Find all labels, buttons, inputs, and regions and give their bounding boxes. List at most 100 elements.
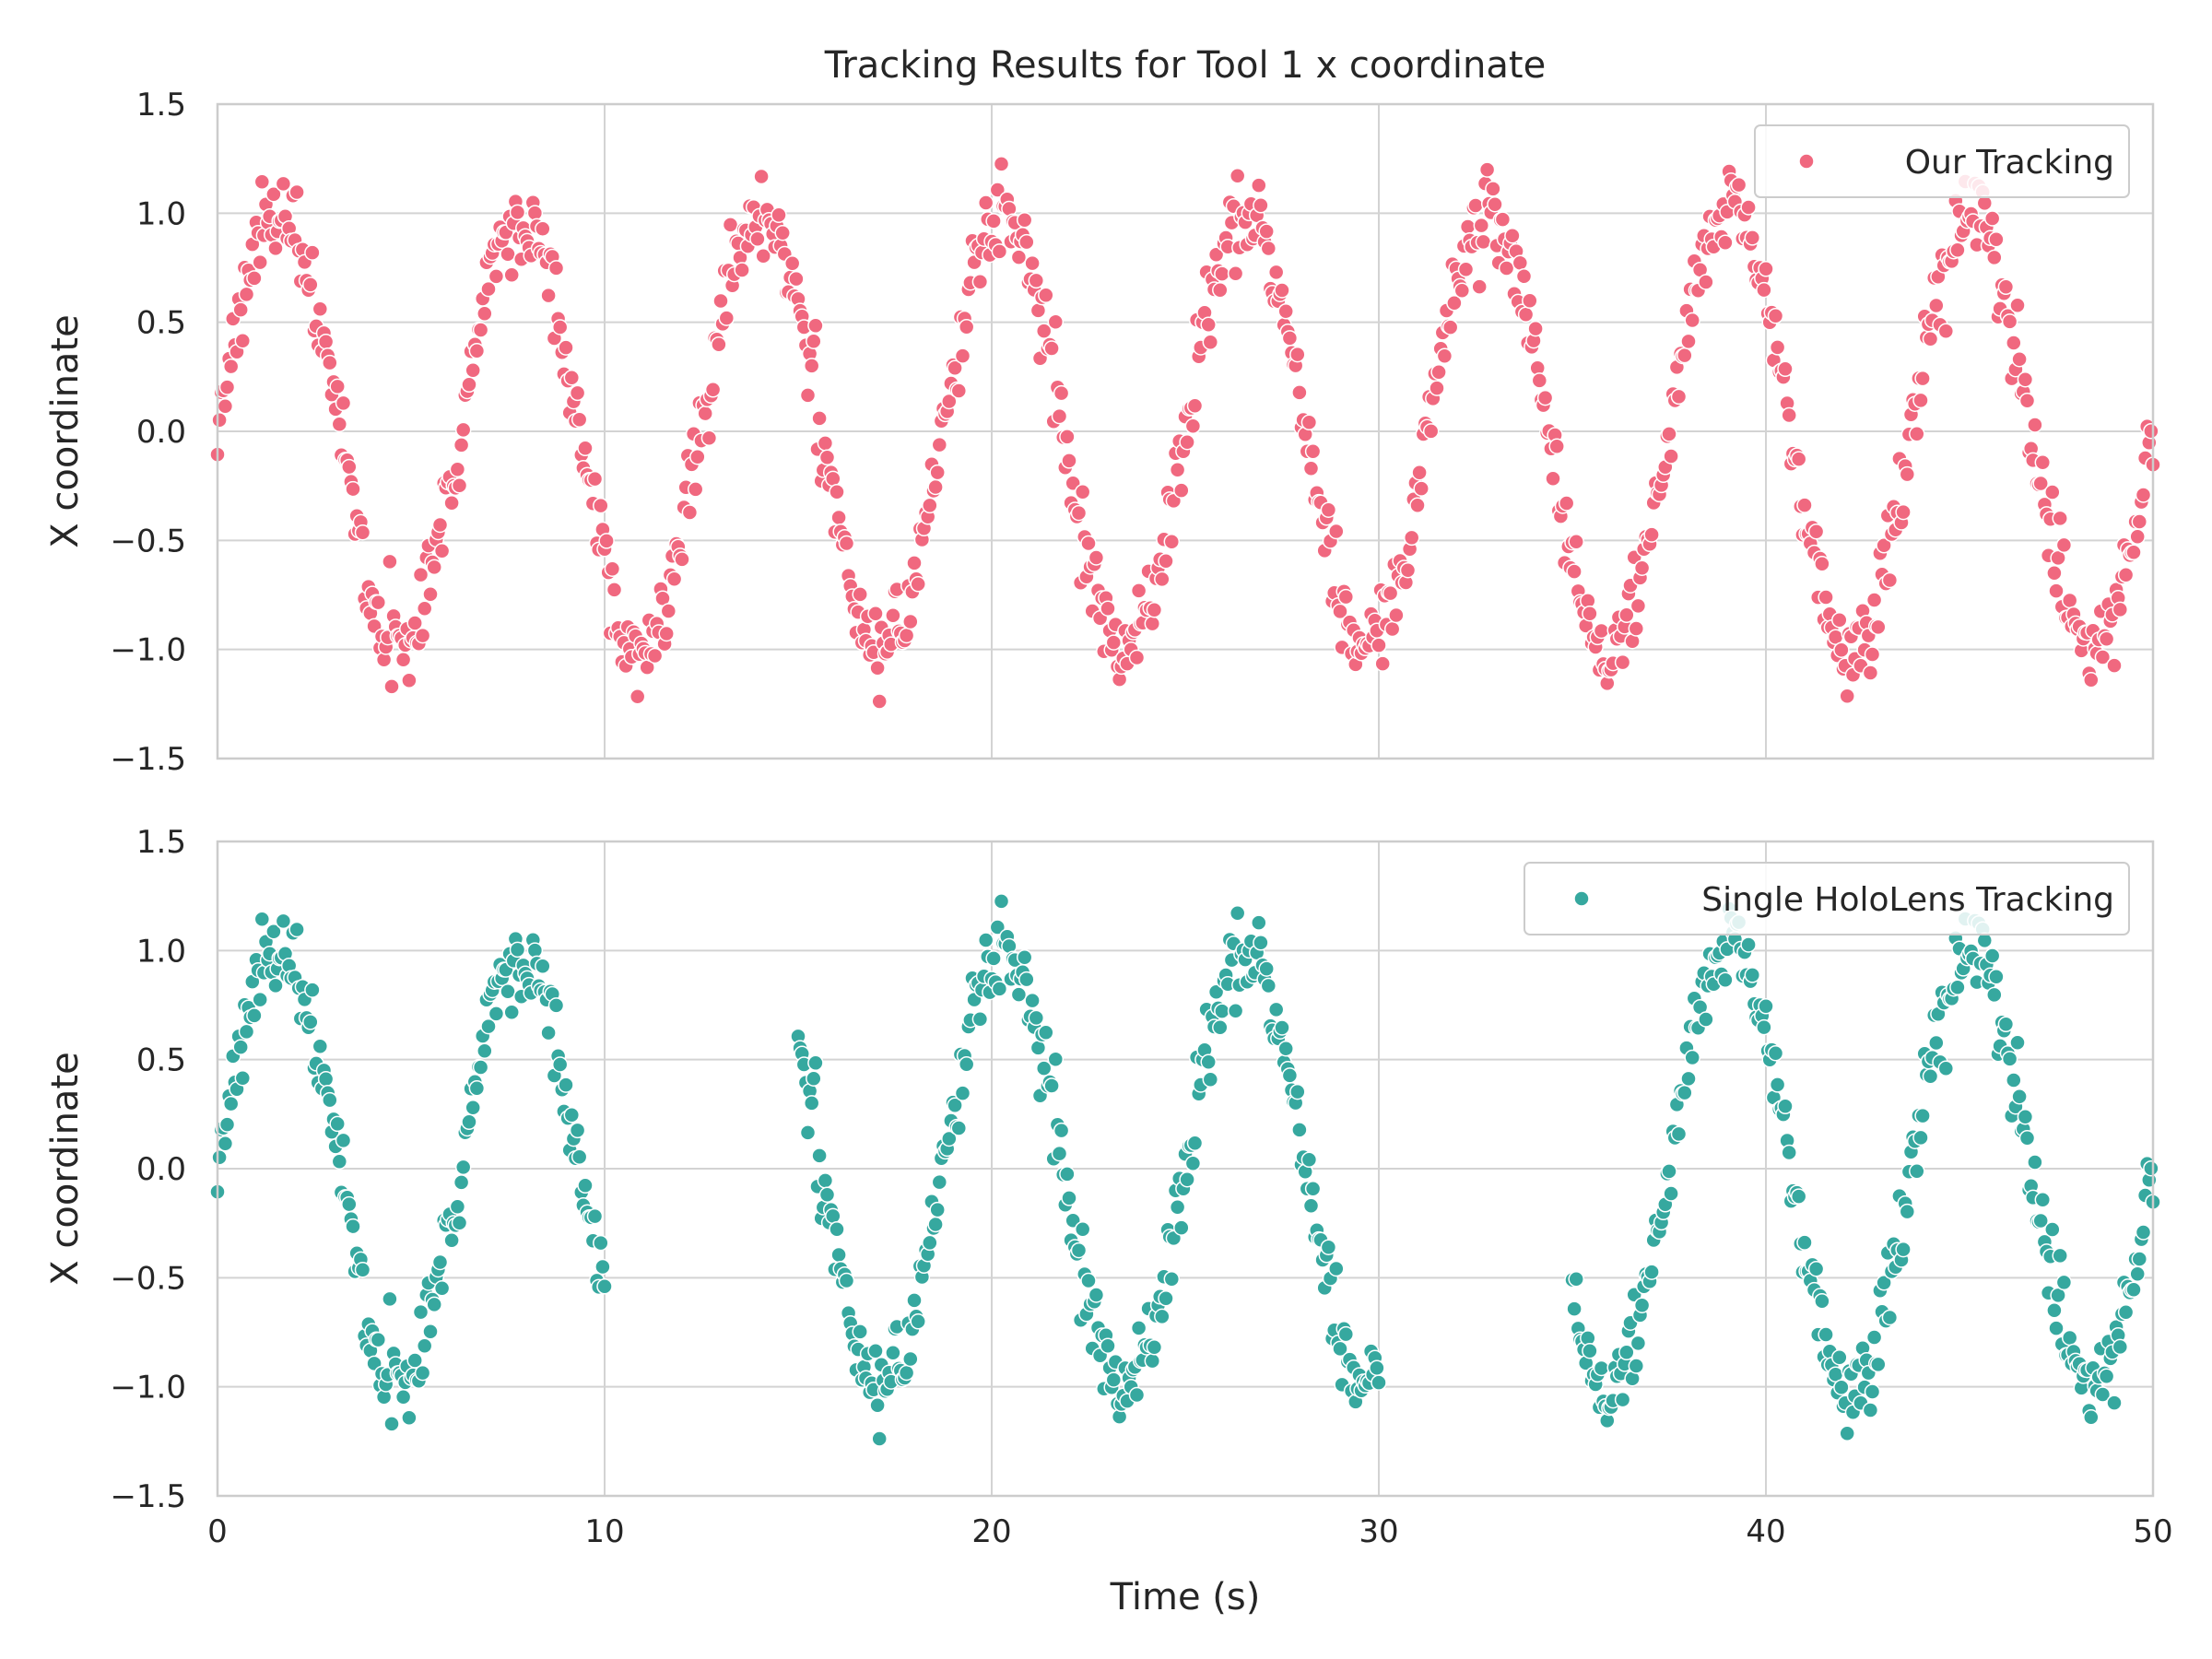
scatter-point — [1862, 665, 1879, 681]
scatter-point — [681, 504, 699, 521]
scatter-point — [2083, 672, 2100, 688]
scatter-point — [931, 1173, 948, 1191]
scatter-point — [1661, 1163, 1677, 1180]
scatter-point — [2027, 417, 2043, 433]
scatter-point — [1865, 1329, 1883, 1346]
bottom-legend-label: Single HoloLens Tracking — [1701, 881, 2114, 919]
scatter-point — [1291, 384, 1308, 401]
scatter-point — [1277, 302, 1294, 320]
scatter-point — [1130, 582, 1147, 599]
scatter-point — [217, 398, 234, 415]
scatter-point — [2098, 1368, 2115, 1384]
scatter-point — [1522, 292, 1538, 310]
scatter-point — [500, 246, 516, 263]
scatter-point — [1214, 1003, 1230, 1019]
scatter-point — [211, 411, 228, 429]
scatter-point — [1630, 1335, 1647, 1352]
scatter-point — [1865, 592, 1883, 608]
scatter-point — [593, 1234, 609, 1252]
scatter-point — [1680, 333, 1697, 350]
scatter-point — [1105, 1371, 1123, 1388]
scatter-point — [1337, 588, 1355, 606]
scatter-point — [1839, 1425, 1855, 1441]
scatter-point — [1485, 181, 1501, 197]
scatter-point — [500, 983, 516, 1000]
scatter-point — [1758, 998, 1774, 1015]
scatter-point — [383, 678, 400, 695]
scatter-point — [799, 1124, 817, 1141]
scatter-point — [1267, 264, 1285, 281]
scatter-point — [433, 543, 451, 559]
scatter-point — [1744, 229, 1761, 246]
scatter-point — [871, 1430, 888, 1447]
scatter-point — [1744, 967, 1761, 983]
scatter-point — [2061, 1329, 2078, 1347]
scatter-point — [2006, 1072, 2022, 1088]
scatter-point — [594, 1258, 611, 1276]
scatter-point — [1163, 1270, 1181, 1288]
scatter-point — [1144, 615, 1161, 632]
scatter-point — [422, 585, 439, 603]
scatter-point — [1214, 265, 1230, 282]
scatter-point — [774, 224, 791, 241]
y-tick-label: −1.0 — [110, 632, 186, 669]
scatter-point — [1413, 480, 1430, 497]
scatter-point — [1512, 254, 1529, 272]
scatter-point — [869, 1396, 886, 1414]
scatter-point — [697, 405, 713, 422]
scatter-point — [304, 982, 321, 998]
y-tick-label: 0.0 — [136, 1151, 186, 1188]
scatter-point — [1807, 523, 1825, 540]
scatter-point — [929, 464, 946, 481]
scatter-point — [1498, 260, 1515, 276]
scatter-point — [947, 359, 963, 377]
scatter-point — [329, 378, 346, 395]
scatter-point — [2052, 1247, 2068, 1265]
scatter-point — [1618, 606, 1635, 624]
scatter-point — [991, 981, 1008, 997]
scatter-point — [1399, 561, 1417, 579]
scatter-point — [1983, 210, 2001, 227]
scatter-point — [1818, 1326, 1834, 1343]
scatter-point — [1010, 986, 1028, 1003]
scatter-point — [869, 659, 886, 677]
scatter-point — [1912, 1129, 1929, 1147]
scatter-point — [1568, 1271, 1584, 1288]
scatter-point — [977, 932, 994, 948]
scatter-point — [1677, 1084, 1693, 1101]
scatter-point — [1986, 986, 2003, 1004]
scatter-point — [1251, 177, 1267, 194]
scatter-point — [331, 1153, 348, 1171]
scatter-point — [991, 243, 1008, 260]
scatter-point — [931, 436, 948, 453]
top-scatter-points — [209, 156, 2161, 710]
scatter-point — [1200, 1053, 1217, 1071]
scatter-point — [989, 182, 1006, 198]
scatter-point — [1453, 282, 1471, 299]
scatter-point — [1158, 553, 1174, 570]
scatter-point — [1369, 1359, 1385, 1376]
scatter-point — [1302, 1197, 1320, 1215]
scatter-point — [1070, 504, 1088, 522]
top-panel: Tracking Results for Tool 1 x coordinate… — [44, 44, 2161, 778]
scatter-point — [1291, 1122, 1308, 1138]
scatter-point — [689, 448, 706, 465]
scatter-point — [1184, 418, 1202, 435]
scatter-point — [1876, 537, 1892, 554]
scatter-point — [687, 481, 704, 498]
scatter-point — [1663, 1185, 1679, 1202]
scatter-point — [1035, 323, 1053, 339]
scatter-point — [1796, 497, 1813, 513]
scatter-point — [2027, 1154, 2043, 1171]
scatter-point — [1154, 1308, 1171, 1325]
scatter-point — [1146, 1338, 1163, 1356]
scatter-point — [2009, 1034, 2026, 1052]
scatter-point — [232, 301, 249, 318]
scatter-point — [1566, 563, 1583, 580]
scatter-point — [1028, 1009, 1045, 1027]
scatter-point — [234, 1069, 252, 1087]
scatter-point — [1212, 282, 1229, 299]
scatter-point — [1614, 653, 1631, 671]
scatter-point — [394, 651, 412, 668]
